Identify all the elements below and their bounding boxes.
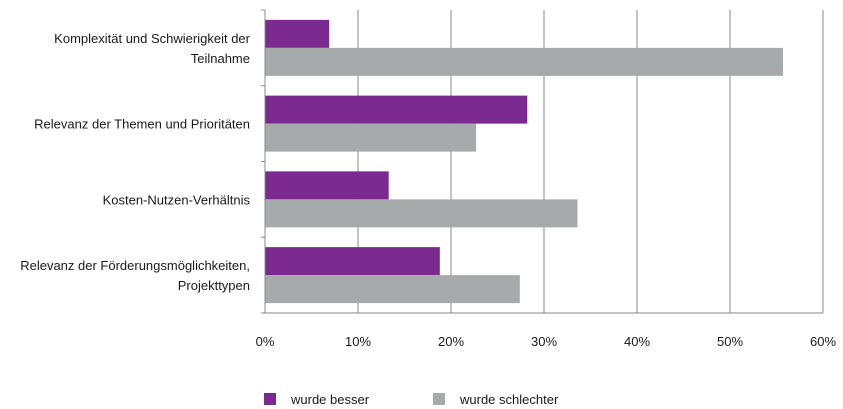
- legend-label-1: wurde besser: [290, 392, 370, 407]
- category-label-1-line-1: Komplexität und Schwierigkeit der: [54, 31, 250, 46]
- x-tick-label-10: 10%: [345, 334, 371, 349]
- x-tick-label-40: 40%: [624, 334, 650, 349]
- x-tick-label-50: 50%: [717, 334, 743, 349]
- x-tick-label-60: 60%: [810, 334, 836, 349]
- x-tick-label-30: 30%: [531, 334, 557, 349]
- bar-schlechter-1: [265, 47, 784, 76]
- bar-besser-3: [265, 171, 389, 200]
- category-label-3-line-1: Kosten-Nutzen-Verhältnis: [103, 192, 251, 207]
- category-labels: Komplexität und Schwierigkeit der Teilnah…: [20, 31, 250, 293]
- legend: wurde besser wurde schlechter: [264, 392, 559, 407]
- axes: [261, 9, 823, 314]
- bar-besser-4: [265, 247, 440, 276]
- legend-swatch-2: [433, 393, 445, 405]
- legend-swatch-1: [264, 393, 276, 405]
- bar-schlechter-2: [265, 123, 477, 152]
- legend-label-2: wurde schlechter: [459, 392, 559, 407]
- category-label-1-line-2: Teilnahme: [191, 51, 250, 66]
- x-tick-label-20: 20%: [438, 334, 464, 349]
- category-label-2-line-1: Relevanz der Themen und Prioritäten: [34, 117, 250, 132]
- x-tick-labels: 0% 10% 20% 30% 40% 50% 60%: [256, 334, 837, 349]
- category-label-4-line-2: Projekttypen: [178, 278, 250, 293]
- x-tick-label-0: 0%: [256, 334, 275, 349]
- bar-schlechter-4: [265, 275, 520, 304]
- category-label-4-line-1: Relevanz der Förderungsmöglichkeiten,: [20, 258, 250, 273]
- bar-besser-1: [265, 19, 330, 48]
- bar-schlechter-3: [265, 199, 578, 228]
- bars: [265, 19, 784, 304]
- bar-besser-2: [265, 95, 528, 124]
